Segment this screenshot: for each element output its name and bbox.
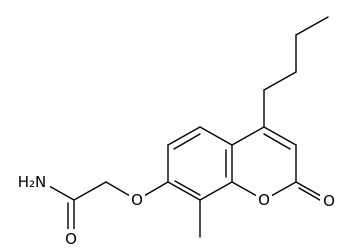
atom-labels: H₂N O O O O bbox=[18, 172, 336, 248]
label-mask bbox=[256, 191, 272, 209]
bond bbox=[199, 126, 233, 146]
bond bbox=[173, 133, 201, 150]
label-mask bbox=[129, 191, 145, 209]
bond bbox=[167, 126, 201, 146]
bonds bbox=[41, 16, 329, 238]
bond bbox=[263, 126, 297, 146]
bond bbox=[231, 126, 265, 146]
bond bbox=[263, 71, 297, 91]
atom-label: O bbox=[65, 230, 77, 248]
label-mask bbox=[20, 172, 50, 192]
bond bbox=[263, 133, 291, 150]
bond bbox=[199, 181, 233, 201]
atom-label: H₂N bbox=[18, 173, 47, 191]
bond bbox=[167, 181, 201, 201]
label-mask bbox=[62, 229, 78, 247]
atom-label: O bbox=[131, 191, 143, 209]
atom-label: O bbox=[323, 192, 335, 210]
label-mask bbox=[320, 192, 336, 210]
atom-label: O bbox=[258, 191, 270, 209]
bond bbox=[295, 16, 329, 36]
bond bbox=[73, 181, 107, 201]
bond bbox=[174, 180, 201, 196]
